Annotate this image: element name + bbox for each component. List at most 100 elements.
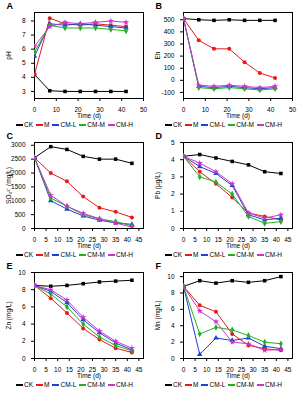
svg-text:5: 5 [193,236,197,243]
svg-text:B: B [156,1,163,11]
svg-text:10: 10 [54,236,62,243]
svg-text:1000: 1000 [11,197,26,204]
svg-text:500: 500 [15,211,26,218]
svg-text:4: 4 [22,73,26,80]
svg-text:0: 0 [22,225,26,232]
svg-text:15: 15 [66,236,74,243]
svg-text:40: 40 [118,106,126,113]
svg-text:15: 15 [66,366,74,373]
svg-text:20: 20 [74,106,82,114]
svg-text:30: 30 [245,106,253,114]
svg-text:0: 0 [171,355,175,362]
svg-text:10: 10 [18,269,26,276]
svg-text:400: 400 [164,28,175,35]
svg-text:SO₄²⁻ (mg/L): SO₄²⁻ (mg/L) [5,167,13,204]
svg-text:35: 35 [261,366,269,373]
svg-text:Time (d): Time (d) [77,242,101,250]
svg-text:0: 0 [171,76,175,83]
svg-text:40: 40 [124,236,132,243]
svg-text:A: A [7,1,14,11]
svg-text:30: 30 [100,366,108,373]
svg-text:E: E [7,261,13,271]
svg-text:C: C [7,131,14,141]
svg-text:100: 100 [164,64,175,71]
svg-text:10: 10 [54,366,62,373]
svg-text:40: 40 [273,236,281,243]
svg-text:8: 8 [171,289,175,296]
svg-text:1: 1 [171,207,175,214]
svg-text:Time (d): Time (d) [226,242,250,250]
svg-text:0: 0 [182,106,186,113]
svg-text:15: 15 [215,366,223,373]
svg-text:D: D [156,131,163,141]
svg-text:6: 6 [171,305,175,312]
svg-text:10: 10 [202,106,210,113]
svg-text:5: 5 [193,366,197,373]
svg-text:15: 15 [215,236,223,243]
svg-text:45: 45 [284,366,292,373]
svg-text:10: 10 [167,273,175,280]
svg-text:Time (d): Time (d) [77,112,101,120]
svg-text:300: 300 [164,40,175,47]
svg-text:3000: 3000 [11,141,26,148]
svg-text:10: 10 [203,366,211,373]
svg-text:Eh: Eh [154,51,161,59]
svg-text:2500: 2500 [11,155,26,162]
svg-text:5: 5 [171,139,175,146]
svg-text:8: 8 [22,286,26,293]
svg-text:3: 3 [171,173,175,180]
svg-text:5: 5 [44,366,48,373]
svg-text:30: 30 [249,236,257,243]
svg-text:35: 35 [112,236,120,243]
svg-text:0: 0 [33,366,37,373]
svg-text:40: 40 [267,106,275,113]
svg-text:2000: 2000 [11,169,26,176]
svg-text:0: 0 [33,106,37,113]
svg-text:Time (d): Time (d) [226,372,250,380]
svg-text:Pb (μg/L): Pb (μg/L) [154,172,162,199]
svg-text:Mn (mg/L): Mn (mg/L) [154,301,162,331]
svg-text:0: 0 [22,355,26,362]
svg-text:7: 7 [22,31,26,38]
svg-text:2: 2 [171,338,175,345]
svg-text:5: 5 [44,236,48,243]
svg-text:30: 30 [249,366,257,373]
svg-text:pH: pH [5,51,13,60]
svg-text:10: 10 [203,236,211,243]
svg-text:10: 10 [53,106,61,113]
svg-text:45: 45 [135,366,143,373]
svg-text:45: 45 [135,236,143,243]
svg-text:Time (d): Time (d) [77,372,101,380]
svg-text:F: F [156,261,162,271]
svg-text:40: 40 [124,366,132,373]
svg-text:0: 0 [182,366,186,373]
svg-text:Zn (mg/L): Zn (mg/L) [5,301,13,329]
svg-text:3: 3 [22,88,26,95]
svg-text:Time (d): Time (d) [226,112,250,120]
svg-text:2: 2 [22,337,26,344]
svg-text:200: 200 [164,52,175,59]
svg-text:6: 6 [22,303,26,310]
svg-text:0: 0 [182,236,186,243]
svg-text:2: 2 [171,190,175,197]
svg-text:0: 0 [33,236,37,243]
svg-text:1500: 1500 [11,183,26,190]
svg-text:50: 50 [140,106,148,113]
svg-text:6: 6 [22,45,26,52]
svg-text:-100: -100 [161,89,174,96]
svg-text:5: 5 [22,59,26,66]
svg-text:8: 8 [22,17,26,24]
svg-text:4: 4 [171,156,175,163]
svg-text:50: 50 [289,106,297,113]
svg-text:4: 4 [22,320,26,327]
svg-text:500: 500 [164,16,175,23]
svg-text:40: 40 [273,366,281,373]
svg-text:0: 0 [171,225,175,232]
svg-text:30: 30 [100,236,108,243]
svg-text:35: 35 [261,236,269,243]
svg-text:35: 35 [112,366,120,373]
svg-text:30: 30 [96,106,104,114]
svg-text:45: 45 [284,236,292,243]
svg-text:20: 20 [223,106,231,114]
svg-text:4: 4 [171,322,175,329]
